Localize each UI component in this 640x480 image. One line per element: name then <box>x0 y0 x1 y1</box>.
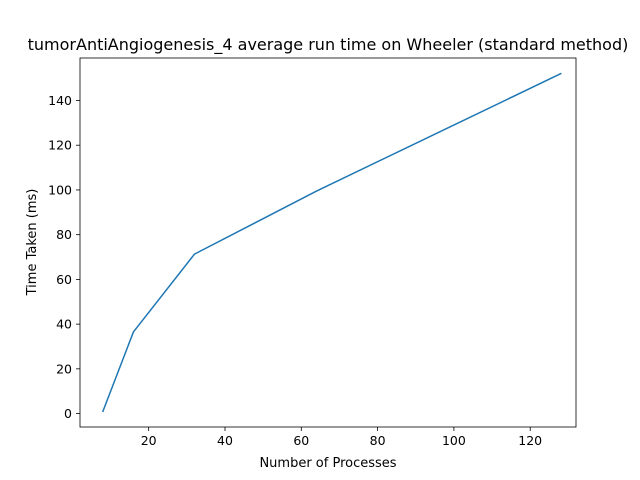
y-tick-label: 0 <box>64 406 72 421</box>
y-tick-label: 140 <box>48 93 72 108</box>
x-tick-label: 20 <box>141 433 157 448</box>
x-tick-label: 80 <box>370 433 386 448</box>
y-axis-label: Time Taken (ms) <box>25 189 40 297</box>
series-line-1 <box>101 72 562 413</box>
y-tick-label: 60 <box>56 272 72 287</box>
x-tick-label: 100 <box>442 433 466 448</box>
x-tick-label: 60 <box>293 433 309 448</box>
y-tick-label: 120 <box>48 138 72 153</box>
y-tick-label: 100 <box>48 182 72 197</box>
x-tick-label: 120 <box>518 433 542 448</box>
y-tick-label: 20 <box>56 361 72 376</box>
chart-title: tumorAntiAngiogenesis_4 average run time… <box>28 35 629 55</box>
y-tick-label: 80 <box>56 227 72 242</box>
x-axis-label: Number of Processes <box>259 456 396 471</box>
x-tick-label: 40 <box>217 433 233 448</box>
plot-frame <box>79 57 577 428</box>
y-tick-label: 40 <box>56 317 72 332</box>
